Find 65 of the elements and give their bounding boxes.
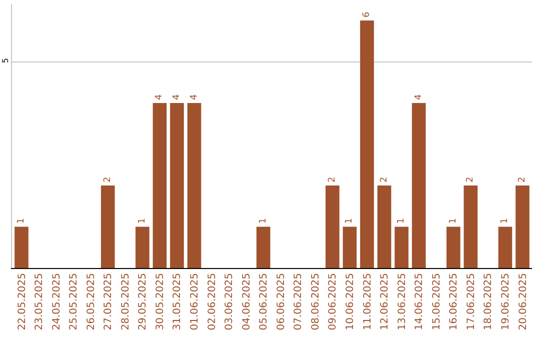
data-label: 1 [396,218,407,224]
y-tick-label: 5 [0,58,10,64]
data-label: 2 [518,176,528,182]
x-tick-label: 15.06.2025 [431,273,442,330]
bar [170,103,184,268]
x-tick-label: 05.06.2025 [258,273,270,330]
x-tick-label: 17.06.2025 [466,273,477,330]
x-tick-label: 25.05.2025 [68,273,80,330]
x-tick-label: 11.06.2025 [362,273,374,330]
x-tick-label: 12.06.2025 [380,273,391,330]
bar [516,186,530,268]
bar [360,20,374,268]
bar [498,226,512,268]
data-label: 1 [344,218,355,224]
x-tick-label: 08.06.2025 [310,273,322,330]
bar [152,103,167,268]
data-label: 2 [102,176,113,182]
bar [377,186,392,268]
data-label: 2 [379,176,390,182]
data-label: 2 [466,176,476,182]
x-tick-label: 10.06.2025 [344,273,356,330]
data-label: 6 [362,12,372,18]
x-tick-label: 07.06.2025 [293,273,304,330]
x-tick-label: 06.06.2025 [276,273,287,330]
x-tick-label: 03.06.2025 [224,273,236,330]
x-tick-label: 22.05.2025 [16,273,28,330]
bar [342,226,357,268]
x-tick-label: 18.06.2025 [483,273,494,330]
data-label: 4 [154,94,165,100]
x-tick-label: 01.06.2025 [190,273,201,330]
bar [256,226,270,268]
bar [100,186,115,268]
data-label: 1 [448,218,458,224]
bar [446,226,460,268]
data-label: 1 [16,218,26,224]
x-tick-label: 27.05.2025 [103,273,114,330]
x-tick-label: 26.05.2025 [86,273,97,330]
x-tick-label: 20.06.2025 [518,273,529,330]
bar [14,226,28,268]
bar [326,186,340,268]
x-tick-label: 30.05.2025 [154,273,166,330]
data-label: 4 [189,94,200,100]
x-tick-label: 31.05.2025 [172,273,184,330]
data-label: 1 [258,218,268,224]
x-tick-label: 13.06.2025 [396,273,408,330]
x-tick-label: 29.05.2025 [138,273,149,330]
bar [136,226,150,268]
data-label: 2 [327,176,338,182]
x-tick-label: 02.06.2025 [206,273,218,330]
bar [394,226,408,268]
bar [187,103,202,268]
x-tick-label: 04.06.2025 [241,273,252,330]
data-label: 1 [137,218,148,224]
data-label: 4 [172,94,182,100]
x-tick-label: 14.06.2025 [414,273,426,330]
bar [464,186,478,268]
x-tick-label: 28.05.2025 [120,273,132,330]
x-tick-label: 16.06.2025 [448,273,460,330]
x-tick-label: 23.05.2025 [34,273,46,330]
x-tick-label: 24.05.2025 [51,273,62,330]
data-label: 1 [500,218,510,224]
data-label: 4 [414,94,424,100]
x-tick-label: 09.06.2025 [328,273,339,330]
bar [412,103,426,268]
x-tick-label: 19.06.2025 [500,273,512,330]
